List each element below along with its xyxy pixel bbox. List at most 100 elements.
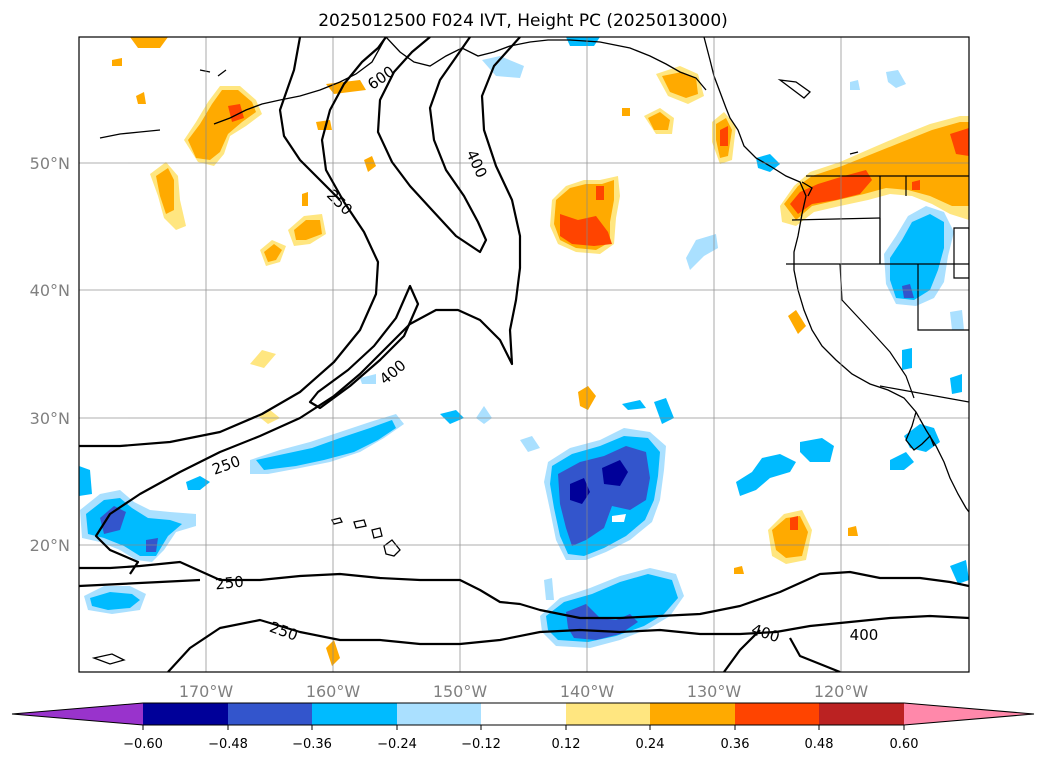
lon-label-140: 140°W	[560, 682, 615, 701]
pos-small-10	[250, 350, 276, 368]
island-3	[353, 519, 367, 529]
contour-400-lower	[167, 614, 969, 672]
neg-small-10	[686, 234, 718, 270]
neg-region-usa-mid3	[950, 310, 964, 330]
neg-region-central-max1	[570, 478, 590, 504]
neg-small-16	[482, 56, 524, 78]
colorbar: −0.60 −0.48 −0.36 −0.24 −0.12 0.12 0.24 …	[11, 702, 1035, 752]
colorbar-segment-5	[481, 703, 566, 725]
contour-400-se	[723, 629, 761, 672]
border-ut	[953, 227, 969, 279]
longitude-labels: 170°W 160°W 150°W 140°W 130°W 120°W	[179, 682, 869, 701]
contour-600	[94, 37, 522, 575]
neg-region-southwest-mid	[90, 592, 140, 610]
colorbar-tick-3: −0.24	[377, 737, 417, 752]
pos-region-pnw-strong3	[912, 180, 920, 190]
lat-label-30: 30°N	[30, 409, 70, 428]
colorbar-tick-1: −0.48	[208, 737, 248, 752]
ivt-shading	[79, 37, 969, 666]
lat-label-20: 20°N	[30, 536, 70, 555]
neg-region-usa-mid	[890, 214, 944, 300]
neg-small-3	[476, 406, 492, 424]
pos-small-17	[788, 310, 806, 334]
colorbar-segment-6	[566, 703, 650, 725]
pos-small-13b	[648, 112, 670, 130]
contour-250-main	[79, 37, 387, 448]
border-or-wa	[791, 217, 881, 221]
neg-small-8	[736, 454, 796, 496]
coast-aleutians	[213, 37, 387, 125]
colorbar-tick-0: −0.60	[123, 737, 163, 752]
colorbar-segment-1	[143, 703, 228, 725]
lon-label-120: 120°W	[814, 682, 869, 701]
pos-small-21	[302, 192, 308, 206]
colorbar-tick-6: 0.24	[636, 737, 665, 752]
neg-small-5	[622, 400, 646, 410]
lon-label-150: 150°W	[433, 682, 488, 701]
pos-small-19	[848, 526, 858, 536]
latitude-labels: 50°N 40°N 30°N 20°N	[30, 154, 70, 555]
lon-label-160: 160°W	[306, 682, 361, 701]
island-4	[371, 527, 383, 539]
neg-small-13	[950, 374, 962, 394]
island-7	[777, 79, 812, 99]
neg-small-9	[800, 438, 834, 462]
pos-small-18	[734, 566, 744, 574]
neg-region-central-max2	[602, 460, 628, 486]
colorbar-segment-10	[904, 703, 1034, 725]
colorbar-segment-8	[735, 703, 819, 725]
neg-small-20	[360, 374, 376, 384]
neg-small-4	[520, 436, 540, 452]
island-10	[849, 151, 859, 155]
contour-400-inner	[376, 37, 488, 254]
lat-label-40: 40°N	[30, 281, 70, 300]
neg-small-1	[186, 476, 210, 490]
contour-label-250-c: 250	[214, 573, 244, 594]
island-9	[199, 69, 211, 73]
graticule	[79, 37, 969, 672]
neg-small-6	[654, 398, 674, 424]
contour-400-se2	[789, 637, 841, 672]
border-us-mexico	[879, 385, 969, 403]
colorbar-tick-5: 0.12	[552, 737, 581, 752]
island-1	[99, 129, 161, 139]
colorbar-segment-2	[228, 703, 312, 725]
pos-region-pnw-strong	[790, 170, 872, 214]
colorbar-segment-4	[397, 703, 481, 725]
neg-small-19	[850, 80, 860, 90]
contour-250-low-left	[79, 578, 201, 588]
map-title: 2025012500 F024 IVT, Height PC (20250130…	[318, 11, 728, 31]
borders	[786, 175, 969, 403]
contour-label-400-d: 400	[850, 626, 879, 644]
pos-small-16c	[790, 516, 798, 530]
pos-small-9	[130, 37, 168, 48]
pos-small-15b	[662, 72, 698, 98]
neg-band-mid	[256, 420, 396, 470]
island-6	[91, 653, 126, 665]
neg-region-usa-strong	[902, 284, 914, 298]
border-ca-nv-diag	[839, 263, 915, 399]
pos-small-22	[622, 108, 630, 116]
neg-small-18	[886, 70, 906, 88]
lon-label-130: 130°W	[687, 682, 742, 701]
contour-400-south	[308, 284, 420, 410]
neg-small-2	[440, 410, 464, 424]
pos-small-14c	[720, 126, 728, 146]
colorbar-tick-4: −0.12	[461, 737, 501, 752]
pos-small-4	[364, 156, 376, 172]
pos-small-7	[136, 92, 146, 104]
pos-region-145w-strong	[560, 214, 612, 246]
pos-small-16b	[772, 516, 808, 558]
height-contours	[79, 37, 969, 672]
colorbar-segment-3	[312, 703, 397, 725]
lat-label-50: 50°N	[30, 154, 70, 173]
neg-small-15	[950, 560, 969, 584]
island-5	[383, 539, 401, 557]
island-8	[217, 69, 227, 77]
island-11	[801, 181, 813, 197]
colorbar-ticks	[142, 725, 905, 730]
pos-small-2b	[264, 244, 282, 262]
pos-small-1b	[156, 168, 174, 214]
colorbar-segment-9	[819, 703, 904, 725]
